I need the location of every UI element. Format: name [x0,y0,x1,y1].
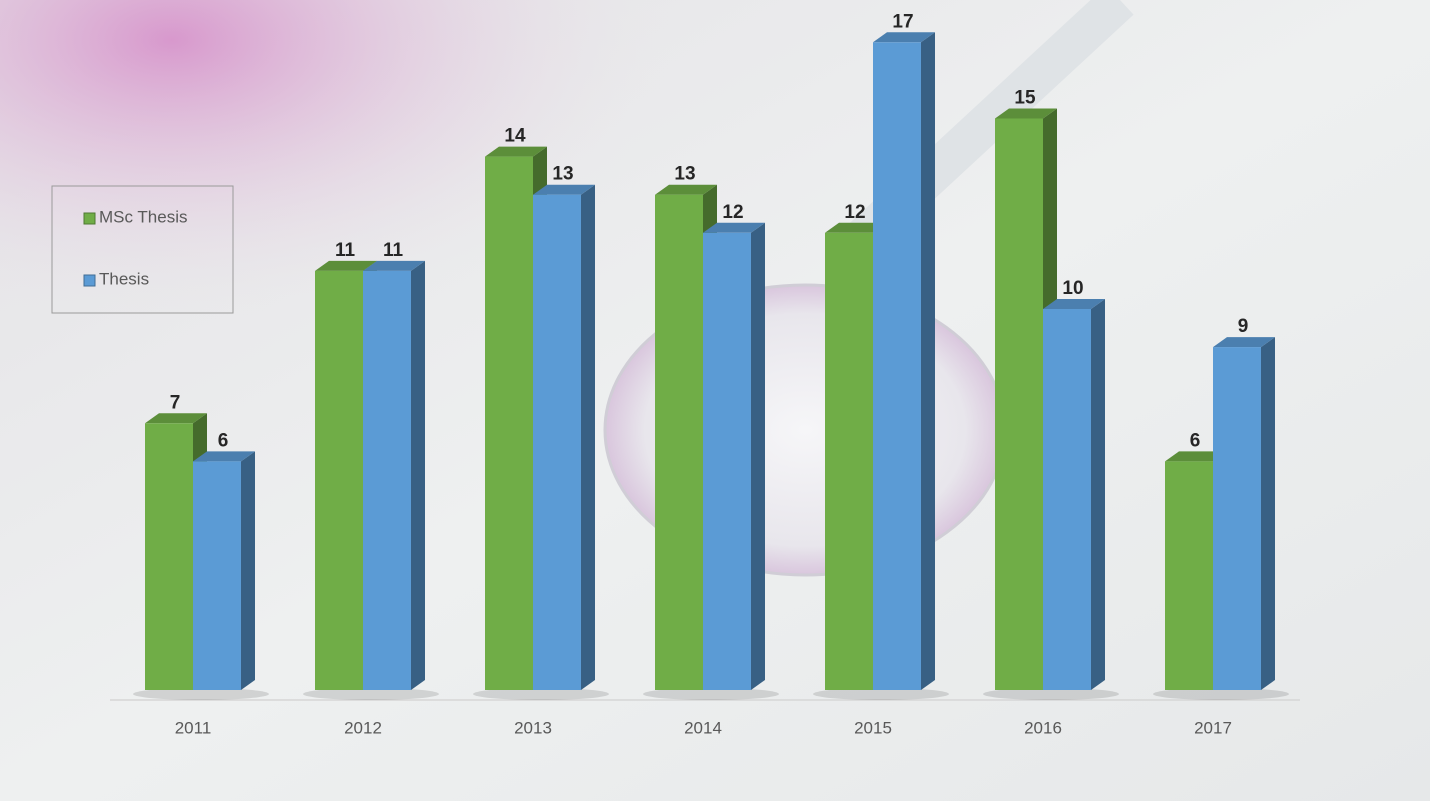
data-label: 13 [674,164,695,185]
bar-shadow [133,688,269,700]
bar [485,156,533,691]
bar-top [193,451,255,462]
x-tick-label: 2015 [854,718,892,737]
data-label: 12 [722,202,743,223]
bar-shadow [983,688,1119,700]
bar-top [825,222,887,233]
data-label: 10 [1062,278,1083,299]
bar-top [995,108,1057,119]
data-label: 12 [844,202,865,223]
x-tick-label: 2012 [344,718,382,737]
bar-side [921,32,935,691]
legend-box [51,185,234,314]
bar-top [703,222,765,233]
bar [315,270,363,690]
bar [193,461,241,690]
data-label: 17 [892,11,913,32]
bar-top [315,260,377,271]
bar-top [1043,299,1105,309]
data-label: 15 [1014,88,1036,109]
bar-top [1165,451,1227,462]
bar-side [751,222,765,691]
bar-top [1213,337,1275,348]
bar [995,118,1043,690]
x-tick-label: 2014 [684,718,722,737]
bar [703,232,751,691]
bar-side [241,451,255,690]
bar-side [1091,299,1105,690]
bar-top [485,146,547,157]
bar-shadow [473,688,609,700]
bar-shadow [303,688,439,700]
data-label: 9 [1238,316,1249,337]
bar [1165,461,1213,690]
bar-top [873,32,935,43]
data-label: 14 [504,126,526,147]
legend-label: MSc Thesis [99,207,188,226]
bar-shadow [643,688,779,700]
bar-top [145,413,207,424]
bar [825,232,873,691]
data-label: 11 [335,240,356,261]
bar-top [655,184,717,195]
data-label: 7 [170,392,181,413]
bar-shadow [813,688,949,700]
bar [873,42,921,691]
legend-swatch [83,212,96,225]
bar-top [363,260,425,271]
data-label: 11 [383,240,404,261]
bar-top [533,184,595,195]
bar-shadow [1153,688,1289,700]
bar-side [1261,337,1275,690]
x-tick-label: 2011 [175,718,212,737]
bar [533,194,581,690]
bar [1043,309,1091,690]
legend-swatch [83,274,96,287]
x-tick-label: 2017 [1194,718,1232,737]
data-label: 13 [552,164,573,185]
bar [145,423,193,690]
bar-side [411,260,425,690]
bar-side [581,184,595,690]
bar [1213,347,1261,690]
legend-label: Thesis [99,269,149,288]
bar [363,270,411,690]
data-label: 6 [1190,430,1201,451]
bar [655,194,703,690]
data-label: 6 [218,430,229,451]
x-tick-label: 2016 [1024,718,1062,737]
x-tick-label: 2013 [514,718,552,737]
